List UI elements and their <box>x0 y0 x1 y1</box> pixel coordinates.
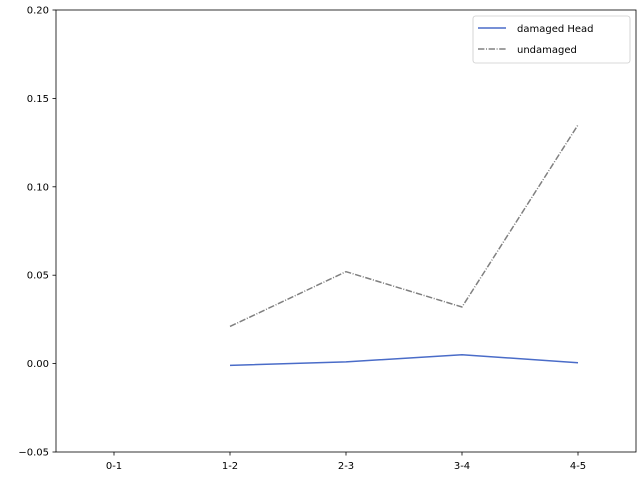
x-tick-label: 2-3 <box>338 461 354 472</box>
axes-frame <box>55 9 637 453</box>
y-tick-label: −0.05 <box>18 448 49 459</box>
x-tick-label: 3-4 <box>454 461 470 472</box>
series-line-1 <box>229 124 579 328</box>
y-tick-label: 0.00 <box>27 359 49 370</box>
series-line-0 <box>229 354 579 367</box>
x-tick-label: 0-1 <box>106 461 122 472</box>
y-tick-label: 0.15 <box>27 94 49 105</box>
y-tick-label: 0.20 <box>27 6 49 17</box>
x-tick-label: 1-2 <box>222 461 238 472</box>
legend-label-0: damaged Head <box>517 24 594 35</box>
legend-label-1: undamaged <box>517 45 577 56</box>
legend: damaged Head undamaged <box>472 15 631 64</box>
plot-area: −0.05 0.00 0.05 0.10 0.15 0.20 0-1 1-2 2-3 3-4 4-5 <box>18 6 637 472</box>
y-tick-label: 0.05 <box>27 271 49 282</box>
y-tick-label: 0.10 <box>27 182 49 193</box>
x-tick-label: 4-5 <box>570 461 586 472</box>
legend-box <box>472 15 631 64</box>
